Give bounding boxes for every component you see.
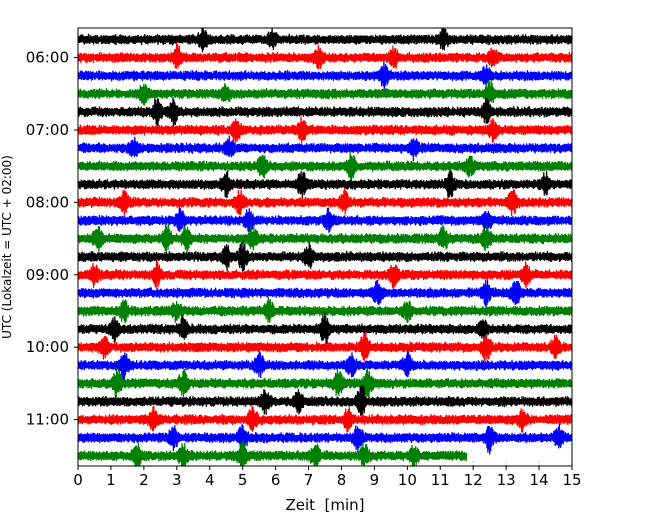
x-tick-label: 14 [530,471,549,489]
trace-line [78,312,572,345]
trace-line [78,331,572,362]
y-tick-label: 08:00 [26,193,69,211]
trace-line [78,350,572,382]
y-tick-label: 11:00 [26,411,69,429]
x-tick-label: 8 [337,471,347,489]
trace-line [78,135,572,162]
x-axis: 0 1 2 3 4 5 6 7 8 9 10 11 12 13 14 15 [73,466,582,489]
y-tick-label: 06:00 [26,49,69,67]
x-tick-label: 12 [464,471,483,489]
grid-lines [472,461,540,466]
trace-line [78,279,572,307]
trace-line [78,151,572,181]
trace-line [78,440,468,466]
x-tick-label: 7 [304,471,314,489]
trace-line [78,423,572,455]
x-tick-label: 15 [562,471,581,489]
trace-line [78,28,572,53]
trace-line [78,297,572,324]
x-tick-label: 1 [106,471,116,489]
trace-line [78,223,572,254]
x-axis-label: Zeit [min] [285,496,364,514]
x-tick-label: 5 [238,471,248,489]
trace-line [78,405,572,433]
y-tick-label: 07:00 [26,121,69,139]
plot-frame [77,27,573,467]
trace-line [78,97,572,127]
x-tick-label: 4 [205,471,215,489]
trace-line [78,170,572,199]
y-tick-label: 09:00 [26,266,69,284]
trace-line [78,80,572,108]
x-tick-label: 11 [431,471,450,489]
trace-line [78,188,572,217]
x-tick-label: 6 [271,471,281,489]
x-tick-label: 3 [172,471,182,489]
trace-group [78,28,572,466]
y-axis-label: UTC (Lokalzeit = UTC + 02:00) [0,155,14,339]
x-tick-label: 10 [398,471,417,489]
trace-line [78,260,572,290]
trace-line [78,42,572,70]
x-tick-label: 0 [73,471,83,489]
trace-line [78,368,572,398]
trace-line [78,384,572,419]
trace-line [78,241,572,272]
x-tick-label: 13 [497,471,516,489]
x-tick-label: 9 [370,471,380,489]
y-tick-label: 10:00 [26,338,69,356]
trace-line [78,116,572,144]
trace-line [78,61,572,93]
trace-line [78,206,572,234]
y-axis: 06:00 07:00 08:00 09:00 10:00 11:00 [26,49,78,429]
x-tick-label: 2 [139,471,149,489]
